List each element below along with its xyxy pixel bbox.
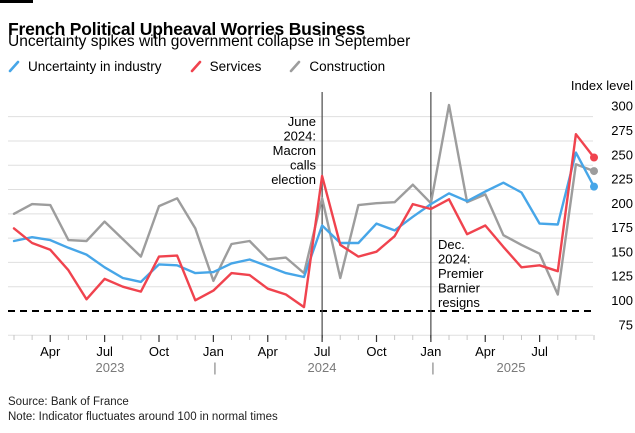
year-label: 2024 [308, 360, 337, 375]
series-line-services [12, 132, 596, 309]
annotation-text: 2024: [438, 252, 471, 267]
annotation-text: calls [290, 158, 317, 173]
year-label: 2023 [96, 360, 125, 375]
y-axis-tick-label: 300 [611, 99, 633, 114]
y-axis-title: Index level [570, 78, 633, 93]
series-line-industry [12, 151, 596, 284]
legend-label-industry: Uncertainty in industry [28, 59, 162, 74]
annotation-text: Premier [438, 266, 484, 281]
line-swatch-icon [190, 60, 201, 73]
source-note: Source: Bank of France [8, 396, 129, 408]
y-axis-tick-label: 75 [619, 317, 633, 332]
y-axis-tick-label: 225 [611, 172, 633, 187]
brand-top-bar [0, 0, 33, 3]
year-label: 2025 [497, 360, 526, 375]
legend-label-services: Services [209, 59, 262, 74]
page-subtitle: Uncertainty spikes with government colla… [8, 33, 411, 50]
x-axis-tick-label: Oct [366, 344, 387, 359]
legend-item-services: Services [190, 59, 262, 74]
annotation-text: Dec. [438, 237, 465, 252]
annotation-text: Macron [273, 143, 316, 158]
y-axis-tick-label: 175 [611, 220, 633, 235]
y-axis-tick-label: 250 [611, 147, 633, 162]
annotation-text: June [288, 114, 316, 129]
annotation-text: Barnier [438, 281, 481, 296]
y-axis-tick-label: 200 [611, 196, 633, 211]
series-end-dot-services [590, 153, 598, 162]
year-separator: | [213, 360, 216, 375]
legend-label-construction: Construction [309, 59, 386, 74]
year-separator: | [431, 360, 434, 375]
legend-item-construction: Construction [289, 59, 385, 74]
annotation-text: election [271, 172, 316, 187]
y-axis-tick-label: 125 [611, 269, 633, 284]
x-axis-tick-label: Oct [149, 344, 170, 359]
page-title: French Political Upheaval Worries Busine… [8, 18, 365, 39]
x-axis-tick-label: Jan [420, 344, 441, 359]
line-swatch-icon [8, 60, 20, 73]
legend-item-industry: Uncertainty in industry [8, 59, 162, 74]
series-end-dot-construction [590, 167, 598, 176]
y-axis-tick-label: 150 [611, 244, 633, 259]
line-swatch-icon [290, 60, 301, 73]
x-axis-tick-label: Jan [203, 344, 224, 359]
x-axis-tick-label: Apr [475, 344, 496, 359]
series-end-dot-industry [590, 182, 598, 191]
y-axis-tick-label: 100 [611, 293, 633, 308]
annotation-text: resigns [438, 295, 480, 310]
y-axis-tick-label: 275 [611, 123, 633, 138]
legend: Uncertainty in industry Services Constru… [8, 59, 385, 74]
x-axis-tick-label: Jul [531, 344, 548, 359]
methodology-note: Note: Indicator fluctuates around 100 in… [8, 411, 278, 423]
x-axis-tick-label: Jul [96, 344, 113, 359]
series-line-construction [12, 103, 596, 296]
annotation-text: 2024: [283, 129, 316, 144]
x-axis-tick-label: Apr [40, 344, 61, 359]
x-axis-tick-label: Jul [314, 344, 331, 359]
footer: Source: Bank of France Note: Indicator f… [8, 395, 278, 425]
x-axis-tick-label: Apr [258, 344, 279, 359]
